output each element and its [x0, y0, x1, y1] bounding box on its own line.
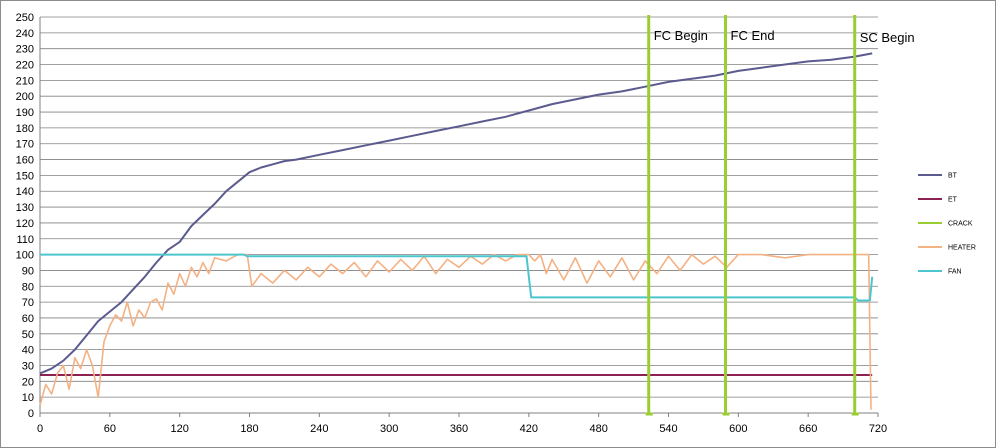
axes — [40, 17, 878, 417]
y-tick-label-250: 250 — [16, 12, 34, 24]
crack-annotation-fc-end: FC End — [731, 28, 775, 43]
y-tick-label-210: 210 — [16, 75, 34, 87]
series-lines — [40, 53, 872, 409]
crack-markers: FC Begin FC End SC Begin — [646, 15, 915, 414]
y-tick-label-220: 220 — [16, 60, 34, 72]
tick-labels: 0 10 20 30 40 50 60 70 80 90 100 110 120 130 140 150 160… — [16, 12, 888, 435]
y-tick-label-0: 0 — [28, 408, 34, 420]
y-tick-label-30: 30 — [22, 360, 34, 372]
crack-annotation-sc-begin: SC Begin — [860, 30, 915, 45]
x-tick-label-300: 300 — [380, 423, 398, 435]
x-tick-label-720: 720 — [869, 423, 887, 435]
series-line-bt — [40, 53, 872, 373]
x-tick-label-360: 360 — [450, 423, 468, 435]
legend-label-heater: HEATER — [948, 245, 976, 252]
y-tick-label-230: 230 — [16, 44, 34, 56]
x-tick-label-480: 480 — [589, 423, 607, 435]
y-tick-label-180: 180 — [16, 123, 34, 135]
crack-annotation-fc-begin: FC Begin — [654, 28, 708, 43]
legend-label-et: ET — [948, 197, 958, 204]
x-tick-label-180: 180 — [240, 423, 258, 435]
x-tick-label-660: 660 — [799, 423, 817, 435]
series-line-heater — [40, 255, 871, 410]
y-tick-label-150: 150 — [16, 170, 34, 182]
x-tick-label-120: 120 — [170, 423, 188, 435]
grid-lines — [40, 17, 878, 413]
y-tick-label-160: 160 — [16, 155, 34, 167]
y-tick-label-100: 100 — [16, 250, 34, 262]
x-tick-label-540: 540 — [659, 423, 677, 435]
series-line-fan — [40, 255, 872, 301]
y-tick-label-50: 50 — [22, 329, 34, 341]
y-tick-label-130: 130 — [16, 202, 34, 214]
y-tick-label-190: 190 — [16, 107, 34, 119]
y-tick-label-110: 110 — [16, 234, 34, 246]
y-tick-label-60: 60 — [22, 313, 34, 325]
legend-label-crack: CRACK — [948, 221, 973, 228]
y-tick-label-40: 40 — [22, 345, 34, 357]
y-tick-label-200: 200 — [16, 91, 34, 103]
x-tick-label-240: 240 — [310, 423, 328, 435]
legend-label-bt: BT — [948, 173, 958, 180]
y-tick-label-70: 70 — [22, 297, 34, 309]
legend: BT ET CRACK HEATER FAN — [918, 173, 976, 276]
y-tick-label-80: 80 — [22, 281, 34, 293]
y-tick-label-240: 240 — [16, 28, 34, 40]
y-tick-label-170: 170 — [16, 139, 34, 151]
y-tick-label-120: 120 — [16, 218, 34, 230]
y-tick-label-90: 90 — [22, 265, 34, 277]
x-tick-label-60: 60 — [104, 423, 116, 435]
legend-label-fan: FAN — [948, 269, 962, 276]
x-tick-label-0: 0 — [37, 423, 43, 435]
y-tick-label-140: 140 — [16, 186, 34, 198]
y-tick-label-20: 20 — [22, 376, 34, 388]
x-tick-label-420: 420 — [520, 423, 538, 435]
y-tick-label-10: 10 — [22, 392, 34, 404]
x-tick-label-600: 600 — [729, 423, 747, 435]
